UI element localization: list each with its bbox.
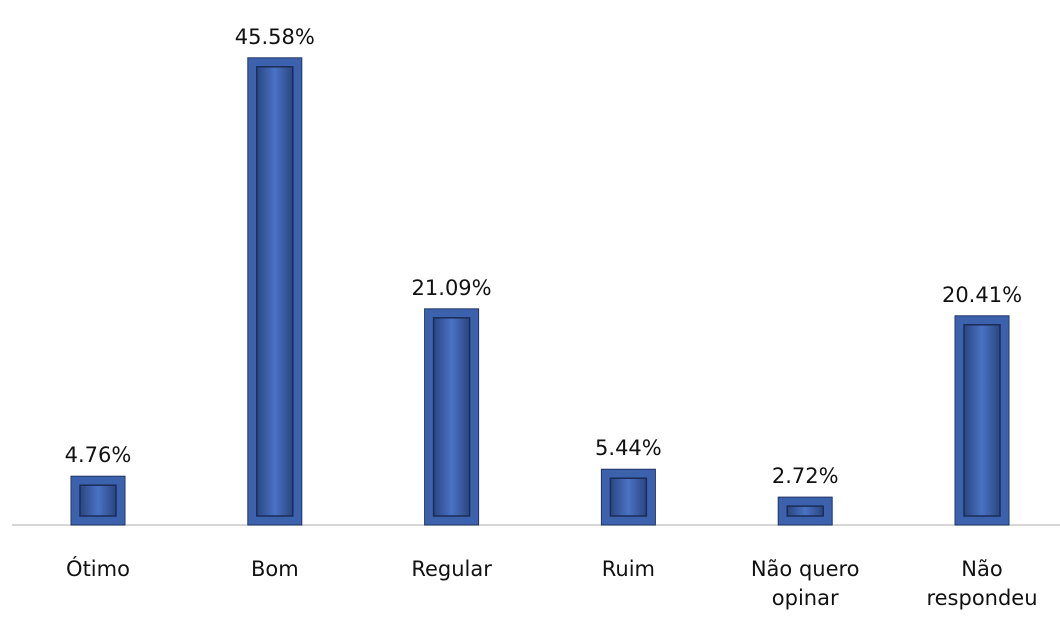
- value-label: 21.09%: [412, 276, 492, 300]
- bar-bevel: [432, 317, 471, 517]
- value-label: 2.72%: [772, 464, 839, 488]
- x-tick-label: Não quero opinar: [750, 557, 860, 611]
- bar-bevel: [786, 505, 824, 517]
- x-tick-label: Não respondeu: [926, 557, 1038, 611]
- x-tick-label: Regular: [411, 557, 492, 581]
- value-label: 45.58%: [235, 25, 315, 49]
- value-label: 20.41%: [942, 283, 1022, 307]
- x-tick-label: Ruim: [601, 557, 656, 581]
- bar-bevel: [963, 324, 1001, 517]
- x-tick-label: Bom: [250, 557, 299, 581]
- value-label: 4.76%: [65, 443, 132, 467]
- value-label: 5.44%: [595, 436, 662, 460]
- bar-bevel: [256, 66, 294, 517]
- bar-bevel: [79, 484, 117, 517]
- bar-bevel: [609, 477, 648, 517]
- x-tick-label: Ótimo: [66, 557, 130, 581]
